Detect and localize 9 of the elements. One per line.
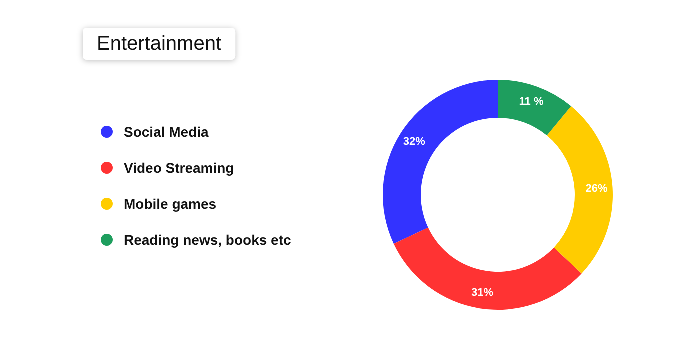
legend-label: Reading news, books etc: [124, 232, 292, 248]
chart-title: Entertainment: [97, 33, 222, 55]
data-label: 11 %: [519, 96, 544, 108]
data-label: 32%: [403, 136, 426, 148]
data-label: 31%: [471, 286, 494, 299]
data-label: 26%: [586, 182, 608, 195]
legend-label: Video Streaming: [124, 160, 234, 176]
legend-label: Mobile games: [124, 196, 217, 212]
legend-label: Social Media: [124, 124, 210, 140]
